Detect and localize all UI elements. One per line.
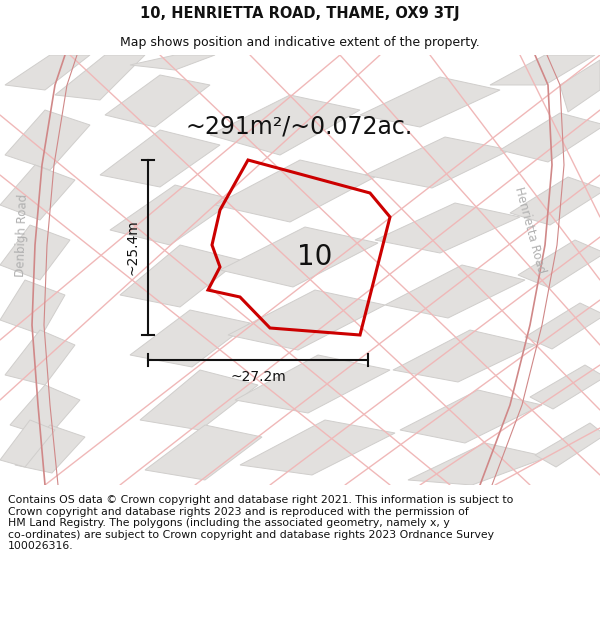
Polygon shape <box>110 185 235 245</box>
Polygon shape <box>0 225 70 280</box>
Polygon shape <box>0 280 65 335</box>
Polygon shape <box>105 75 210 127</box>
Text: Map shows position and indicative extent of the property.: Map shows position and indicative extent… <box>120 36 480 49</box>
Polygon shape <box>490 55 595 85</box>
Polygon shape <box>0 420 55 467</box>
Text: 10: 10 <box>298 243 332 271</box>
Polygon shape <box>145 425 262 480</box>
Polygon shape <box>240 420 395 475</box>
Polygon shape <box>228 290 385 350</box>
Polygon shape <box>120 245 240 307</box>
Text: ~27.2m: ~27.2m <box>230 370 286 384</box>
Polygon shape <box>535 423 600 467</box>
Text: Henrietta Road: Henrietta Road <box>512 185 548 275</box>
Polygon shape <box>530 365 600 409</box>
Polygon shape <box>560 60 600 112</box>
Polygon shape <box>220 227 378 287</box>
Polygon shape <box>235 355 390 413</box>
Polygon shape <box>408 443 548 485</box>
Polygon shape <box>130 55 215 70</box>
Polygon shape <box>215 160 375 222</box>
Polygon shape <box>140 370 258 430</box>
Polygon shape <box>55 55 145 100</box>
Polygon shape <box>400 390 542 443</box>
Text: Contains OS data © Crown copyright and database right 2021. This information is : Contains OS data © Crown copyright and d… <box>8 495 514 551</box>
Polygon shape <box>393 330 535 382</box>
Polygon shape <box>525 303 600 349</box>
Polygon shape <box>518 240 600 288</box>
Polygon shape <box>10 385 80 437</box>
Polygon shape <box>210 95 360 155</box>
Polygon shape <box>360 77 500 127</box>
Polygon shape <box>100 130 220 187</box>
Text: Denbigh Road: Denbigh Road <box>14 193 30 277</box>
Polygon shape <box>0 165 75 220</box>
Polygon shape <box>365 137 510 188</box>
Polygon shape <box>385 265 525 318</box>
Polygon shape <box>510 177 600 225</box>
Polygon shape <box>130 310 250 367</box>
Polygon shape <box>15 425 85 473</box>
Polygon shape <box>5 110 90 170</box>
Text: ~291m²/~0.072ac.: ~291m²/~0.072ac. <box>185 115 412 139</box>
Text: 10, HENRIETTA ROAD, THAME, OX9 3TJ: 10, HENRIETTA ROAD, THAME, OX9 3TJ <box>140 6 460 21</box>
Polygon shape <box>5 330 75 385</box>
Polygon shape <box>500 113 600 162</box>
Polygon shape <box>5 55 90 90</box>
Polygon shape <box>375 203 520 253</box>
Text: ~25.4m: ~25.4m <box>125 219 139 276</box>
